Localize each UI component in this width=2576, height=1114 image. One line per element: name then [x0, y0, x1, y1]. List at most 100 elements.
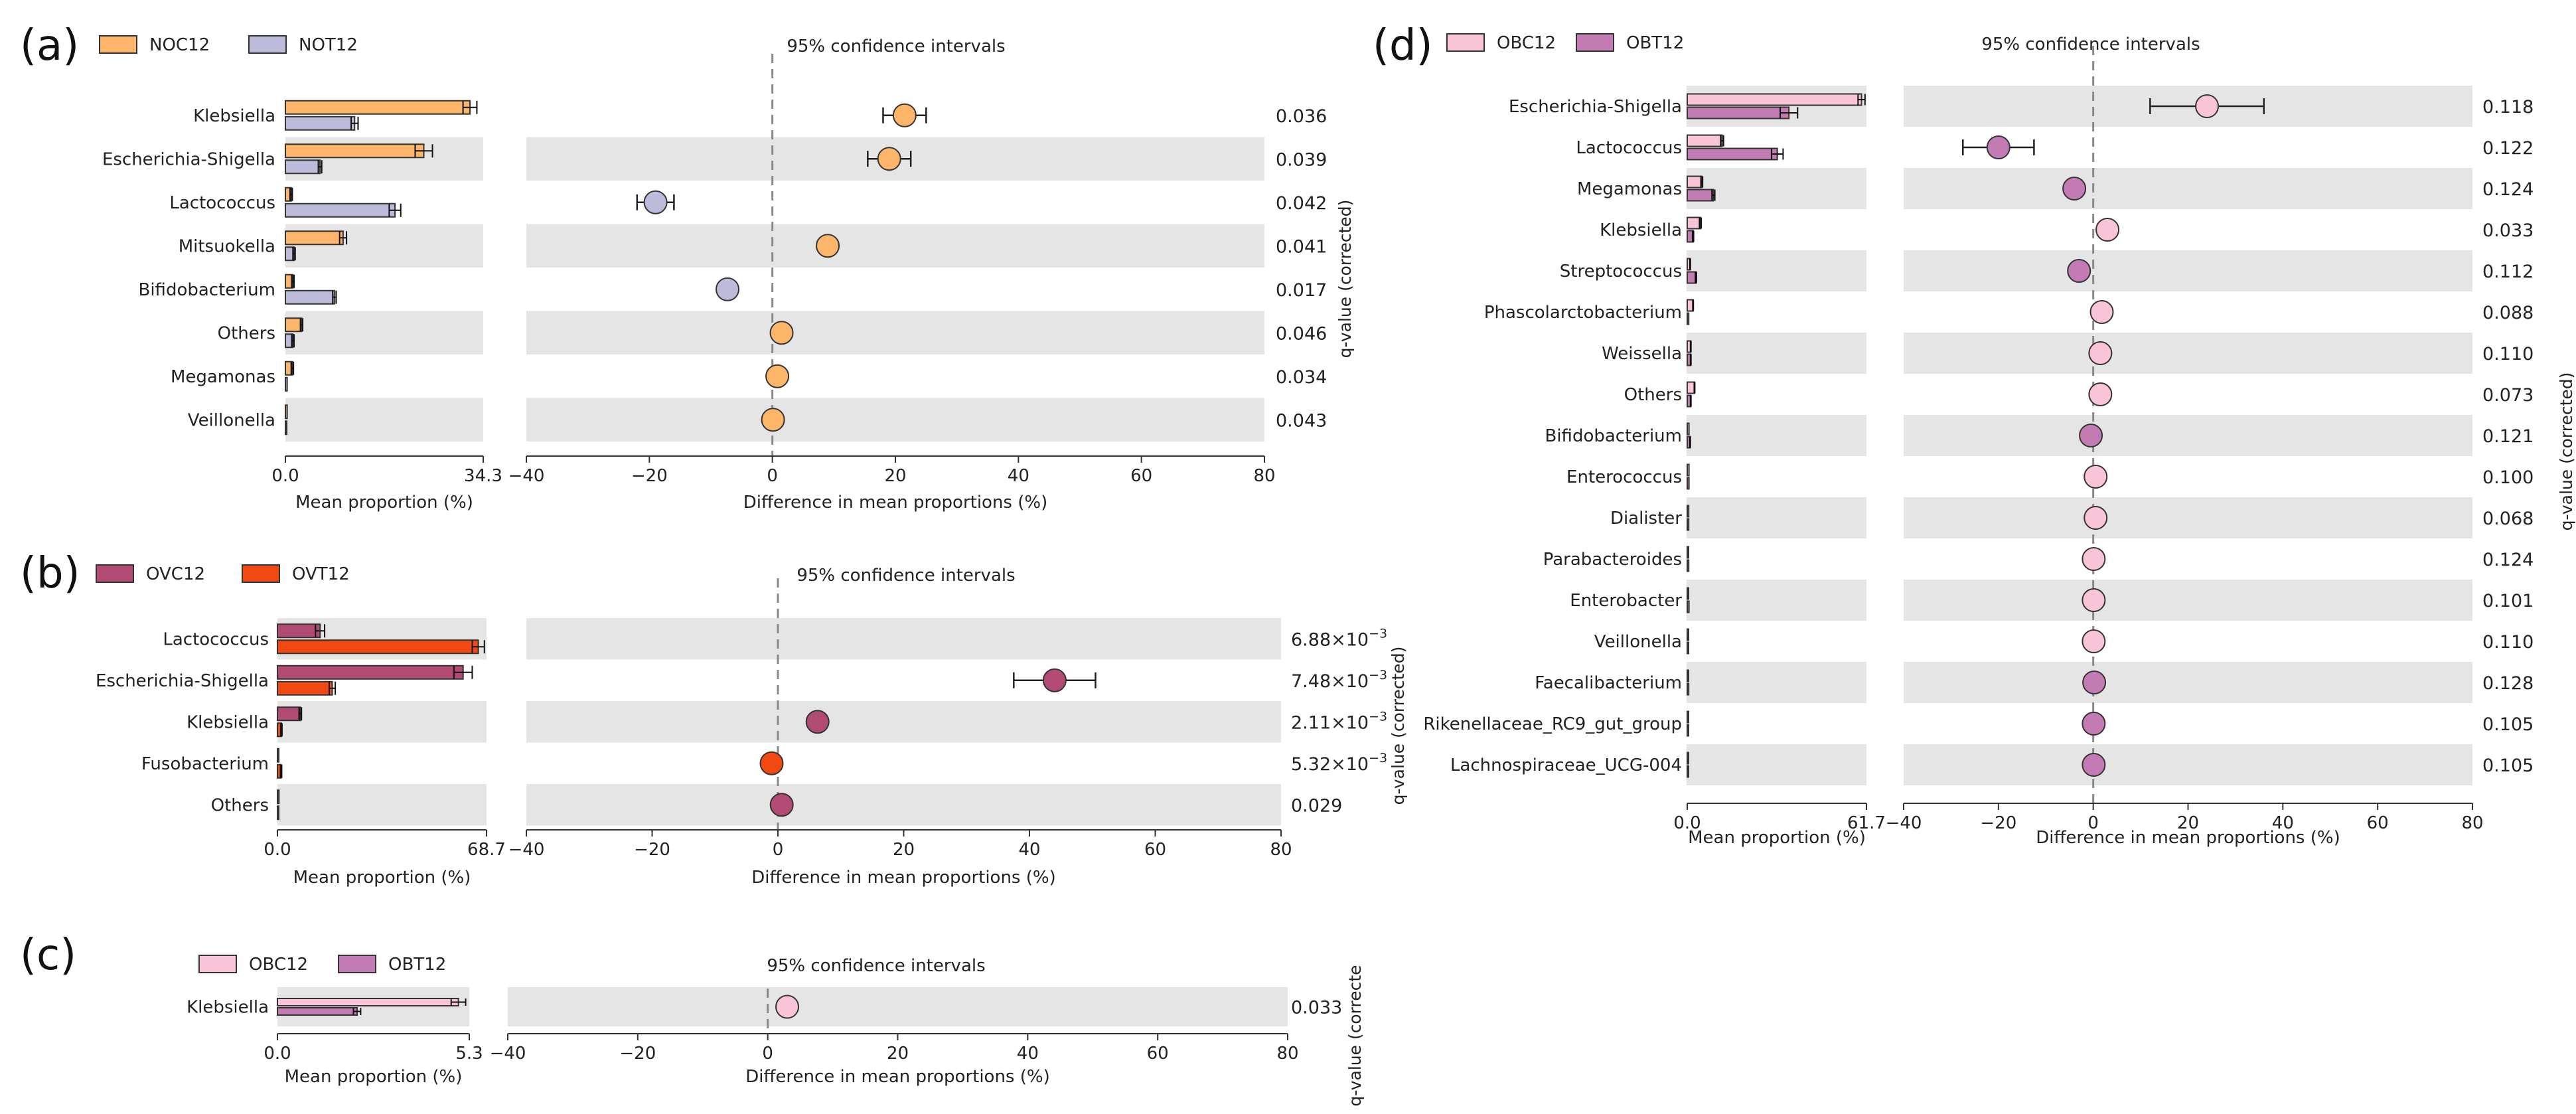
panel-letter: (a) — [20, 21, 79, 70]
ci-title: 95% confidence intervals — [787, 37, 1005, 56]
diff-point — [1986, 135, 2010, 159]
diff-point — [2095, 218, 2120, 242]
bar-ovc12 — [277, 706, 301, 722]
mean-axis-label: Mean proportion (%) — [1688, 828, 1866, 848]
q-value: 0.100 — [2482, 467, 2534, 488]
category-label: Fusobacterium — [141, 754, 269, 774]
category-label: Lactococcus — [1576, 138, 1682, 158]
q-value: 0.033 — [2482, 220, 2534, 241]
category-label: Klebsiella — [187, 712, 269, 732]
category-label: Megamonas — [1577, 179, 1682, 199]
q-value: 0.105 — [2482, 714, 2534, 735]
mean-axis-label: Mean proportion (%) — [293, 868, 471, 888]
row-band — [526, 224, 1264, 268]
category-label: Escherichia-Shigella — [96, 671, 269, 691]
panel-a: (a) NOC12 NOT12 95% confidence intervals Kle… — [20, 21, 1355, 513]
q-axis-label: q-value (correcte — [1345, 965, 1365, 1106]
category-label: Faecalibacterium — [1535, 673, 1682, 693]
q-value: 0.068 — [2482, 509, 2534, 529]
q-value: 0.088 — [2482, 303, 2534, 323]
category-label: Rikenellaceae_RC9_gut_group — [1423, 714, 1682, 734]
row-band — [1687, 662, 1866, 703]
q-value: 0.043 — [1276, 410, 1327, 431]
category-label: Enterococcus — [1566, 467, 1682, 487]
q-value: 2.11×10−3 — [1291, 709, 1387, 733]
bar-noc12 — [285, 100, 471, 115]
category-label: Klebsiella — [1600, 220, 1682, 240]
category-label: Streptococcus — [1560, 262, 1682, 281]
bar-obc12 — [1687, 134, 1723, 147]
bar-obc12 — [1687, 93, 1862, 106]
bar-obt12 — [1687, 106, 1790, 119]
diff-tick-label: 20 — [887, 1044, 909, 1064]
category-label: Megamonas — [171, 367, 275, 387]
bar-obc12 — [1687, 463, 1690, 477]
diff-point — [892, 103, 917, 127]
diff-tick-label: 80 — [2461, 813, 2483, 833]
diff-point — [643, 190, 668, 214]
diff-point — [2082, 588, 2106, 612]
q-value: 0.039 — [1276, 149, 1327, 170]
bar-not12 — [285, 376, 288, 392]
bar-noc12 — [285, 143, 425, 159]
bar-obt12 — [1687, 147, 1778, 161]
category-label: Mitsuokella — [179, 236, 275, 256]
bar-obc12 — [277, 998, 459, 1006]
q-value: 0.112 — [2482, 262, 2534, 282]
row-band — [1687, 580, 1866, 621]
row-band — [285, 311, 483, 355]
category-label: Veillonella — [1594, 632, 1682, 652]
row-band — [1687, 168, 1866, 209]
diff-tick-label: 80 — [1270, 840, 1292, 860]
category-label: Lactococcus — [169, 193, 275, 213]
category-label: Parabacteroides — [1543, 550, 1682, 570]
q-value: 0.122 — [2482, 138, 2534, 159]
diff-tick-label: −20 — [1980, 813, 2016, 833]
bar-obc12 — [1687, 505, 1690, 518]
mean-tick-label: 61.7 — [1847, 813, 1886, 833]
row-band — [1904, 580, 2472, 621]
legend-swatch-ovc12 — [96, 564, 134, 583]
bar-obt12 — [1687, 312, 1690, 325]
legend-label-ovt12: OVT12 — [292, 564, 350, 584]
mean-axis-label: Mean proportion (%) — [295, 493, 473, 513]
row-band — [277, 987, 469, 1026]
ci-title: 95% confidence intervals — [1981, 35, 2200, 54]
legend-label-noc12: NOC12 — [149, 35, 210, 55]
diff-tick-label: 40 — [1018, 840, 1040, 860]
row-band — [1687, 744, 1866, 785]
bar-noc12 — [285, 317, 303, 333]
row-band — [1687, 415, 1866, 456]
bar-not12 — [285, 116, 356, 131]
bar-obc12 — [1687, 216, 1701, 230]
diff-point — [765, 364, 790, 388]
diff-tick-label: 60 — [1147, 1044, 1169, 1064]
row-band — [526, 784, 1281, 826]
diff-point — [775, 995, 800, 1019]
bar-ovc12 — [277, 748, 279, 763]
diff-tick-label: 20 — [884, 466, 906, 486]
category-label: Lachnospiraceae_UCG-004 — [1450, 756, 1682, 775]
panel-letter: (b) — [20, 549, 80, 598]
row-band — [1904, 497, 2472, 538]
row-band — [526, 701, 1281, 743]
diff-point — [761, 408, 785, 432]
bar-obt12 — [277, 1007, 358, 1016]
bar-obc12 — [1687, 710, 1689, 724]
category-label: Others — [211, 795, 269, 815]
category-label: Enterobacter — [1570, 591, 1682, 611]
legend-label-ovc12: OVC12 — [146, 564, 205, 584]
bar-obt12 — [1687, 682, 1690, 696]
diff-point — [769, 793, 794, 817]
diff-tick-label: −20 — [634, 840, 670, 860]
panel-c: (c) OBC12 OBT12 95% confidence intervals Kle… — [20, 931, 1365, 1107]
bar-not12 — [285, 420, 287, 436]
q-value: 0.105 — [2482, 756, 2534, 776]
diff-tick-label: 60 — [1144, 840, 1166, 860]
diff-point — [759, 751, 784, 775]
diff-axis-label: Difference in mean proportions (%) — [2036, 828, 2340, 848]
q-value: 0.033 — [1291, 998, 1342, 1018]
diff-tick-label: 60 — [2367, 813, 2389, 833]
diff-tick-label: −40 — [490, 1044, 526, 1064]
